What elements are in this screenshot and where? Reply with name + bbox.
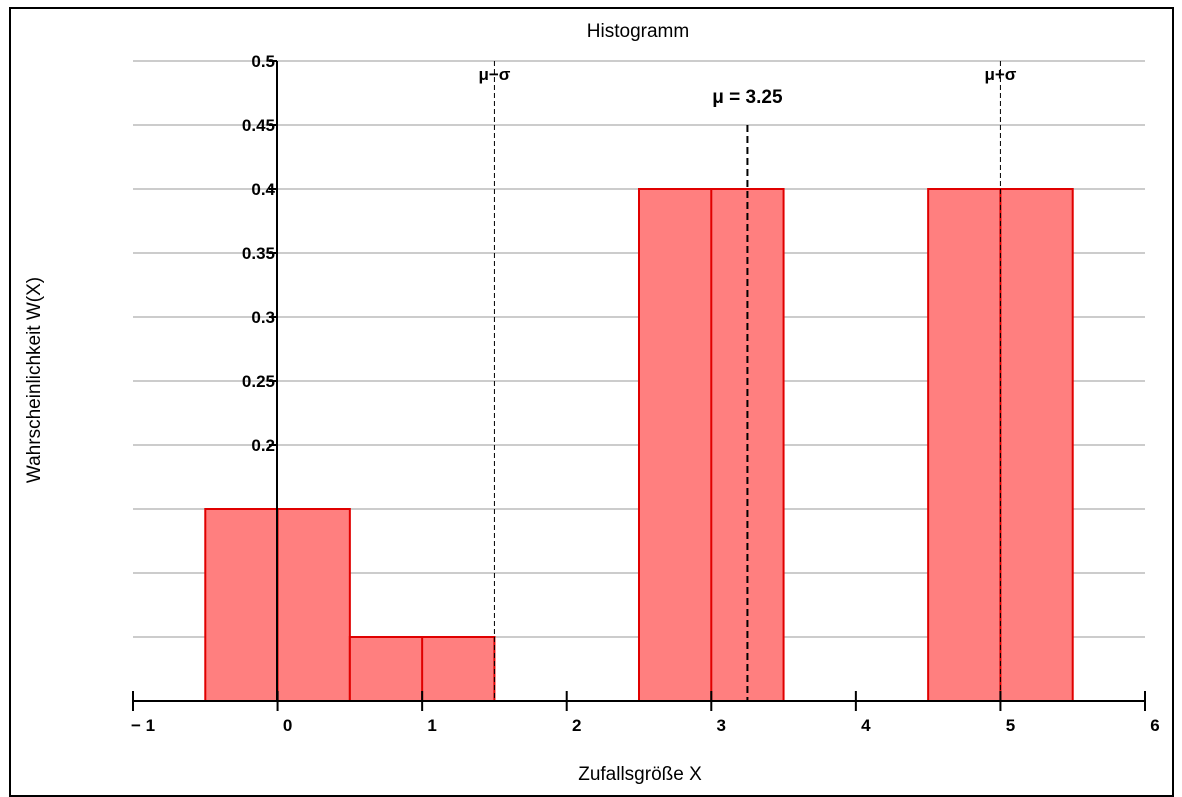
- x-tick-label: 0: [283, 716, 292, 735]
- x-tick-label: 1: [427, 716, 436, 735]
- y-tick-label: 0.45: [242, 116, 275, 135]
- x-tick-label: 6: [1150, 716, 1159, 735]
- y-tick-label: 0.25: [242, 372, 275, 391]
- x-tick-label: − 1: [131, 716, 155, 735]
- annotation-label: μ−σ: [478, 65, 510, 84]
- annotation-label: μ+σ: [984, 65, 1016, 84]
- x-tick-label: 2: [572, 716, 581, 735]
- x-tick-label: 3: [717, 716, 726, 735]
- y-axis-label: Wahrscheinlichkeit W(X): [24, 277, 45, 483]
- axes: − 1 0 1 2 3 4 5 6 0.2 0.25 0.3 0.35 0.4 0.45 0.5: [131, 52, 1160, 735]
- x-axis-label: Zufallsgröße X: [578, 764, 702, 785]
- annotation-label: μ = 3.25: [712, 87, 783, 108]
- x-tick-label: 5: [1006, 716, 1015, 735]
- annotation-lines: μ−σ μ = 3.25 μ+σ: [478, 61, 1017, 701]
- chart-title: Histogramm: [587, 21, 689, 42]
- y-tick-label: 0.2: [251, 436, 275, 455]
- y-tick-label: 0.35: [242, 244, 275, 263]
- x-tick-label: 4: [861, 716, 871, 735]
- y-tick-label: 0.4: [251, 180, 275, 199]
- y-tick-label: 0.5: [251, 52, 275, 71]
- y-tick-label: 0.3: [251, 308, 275, 327]
